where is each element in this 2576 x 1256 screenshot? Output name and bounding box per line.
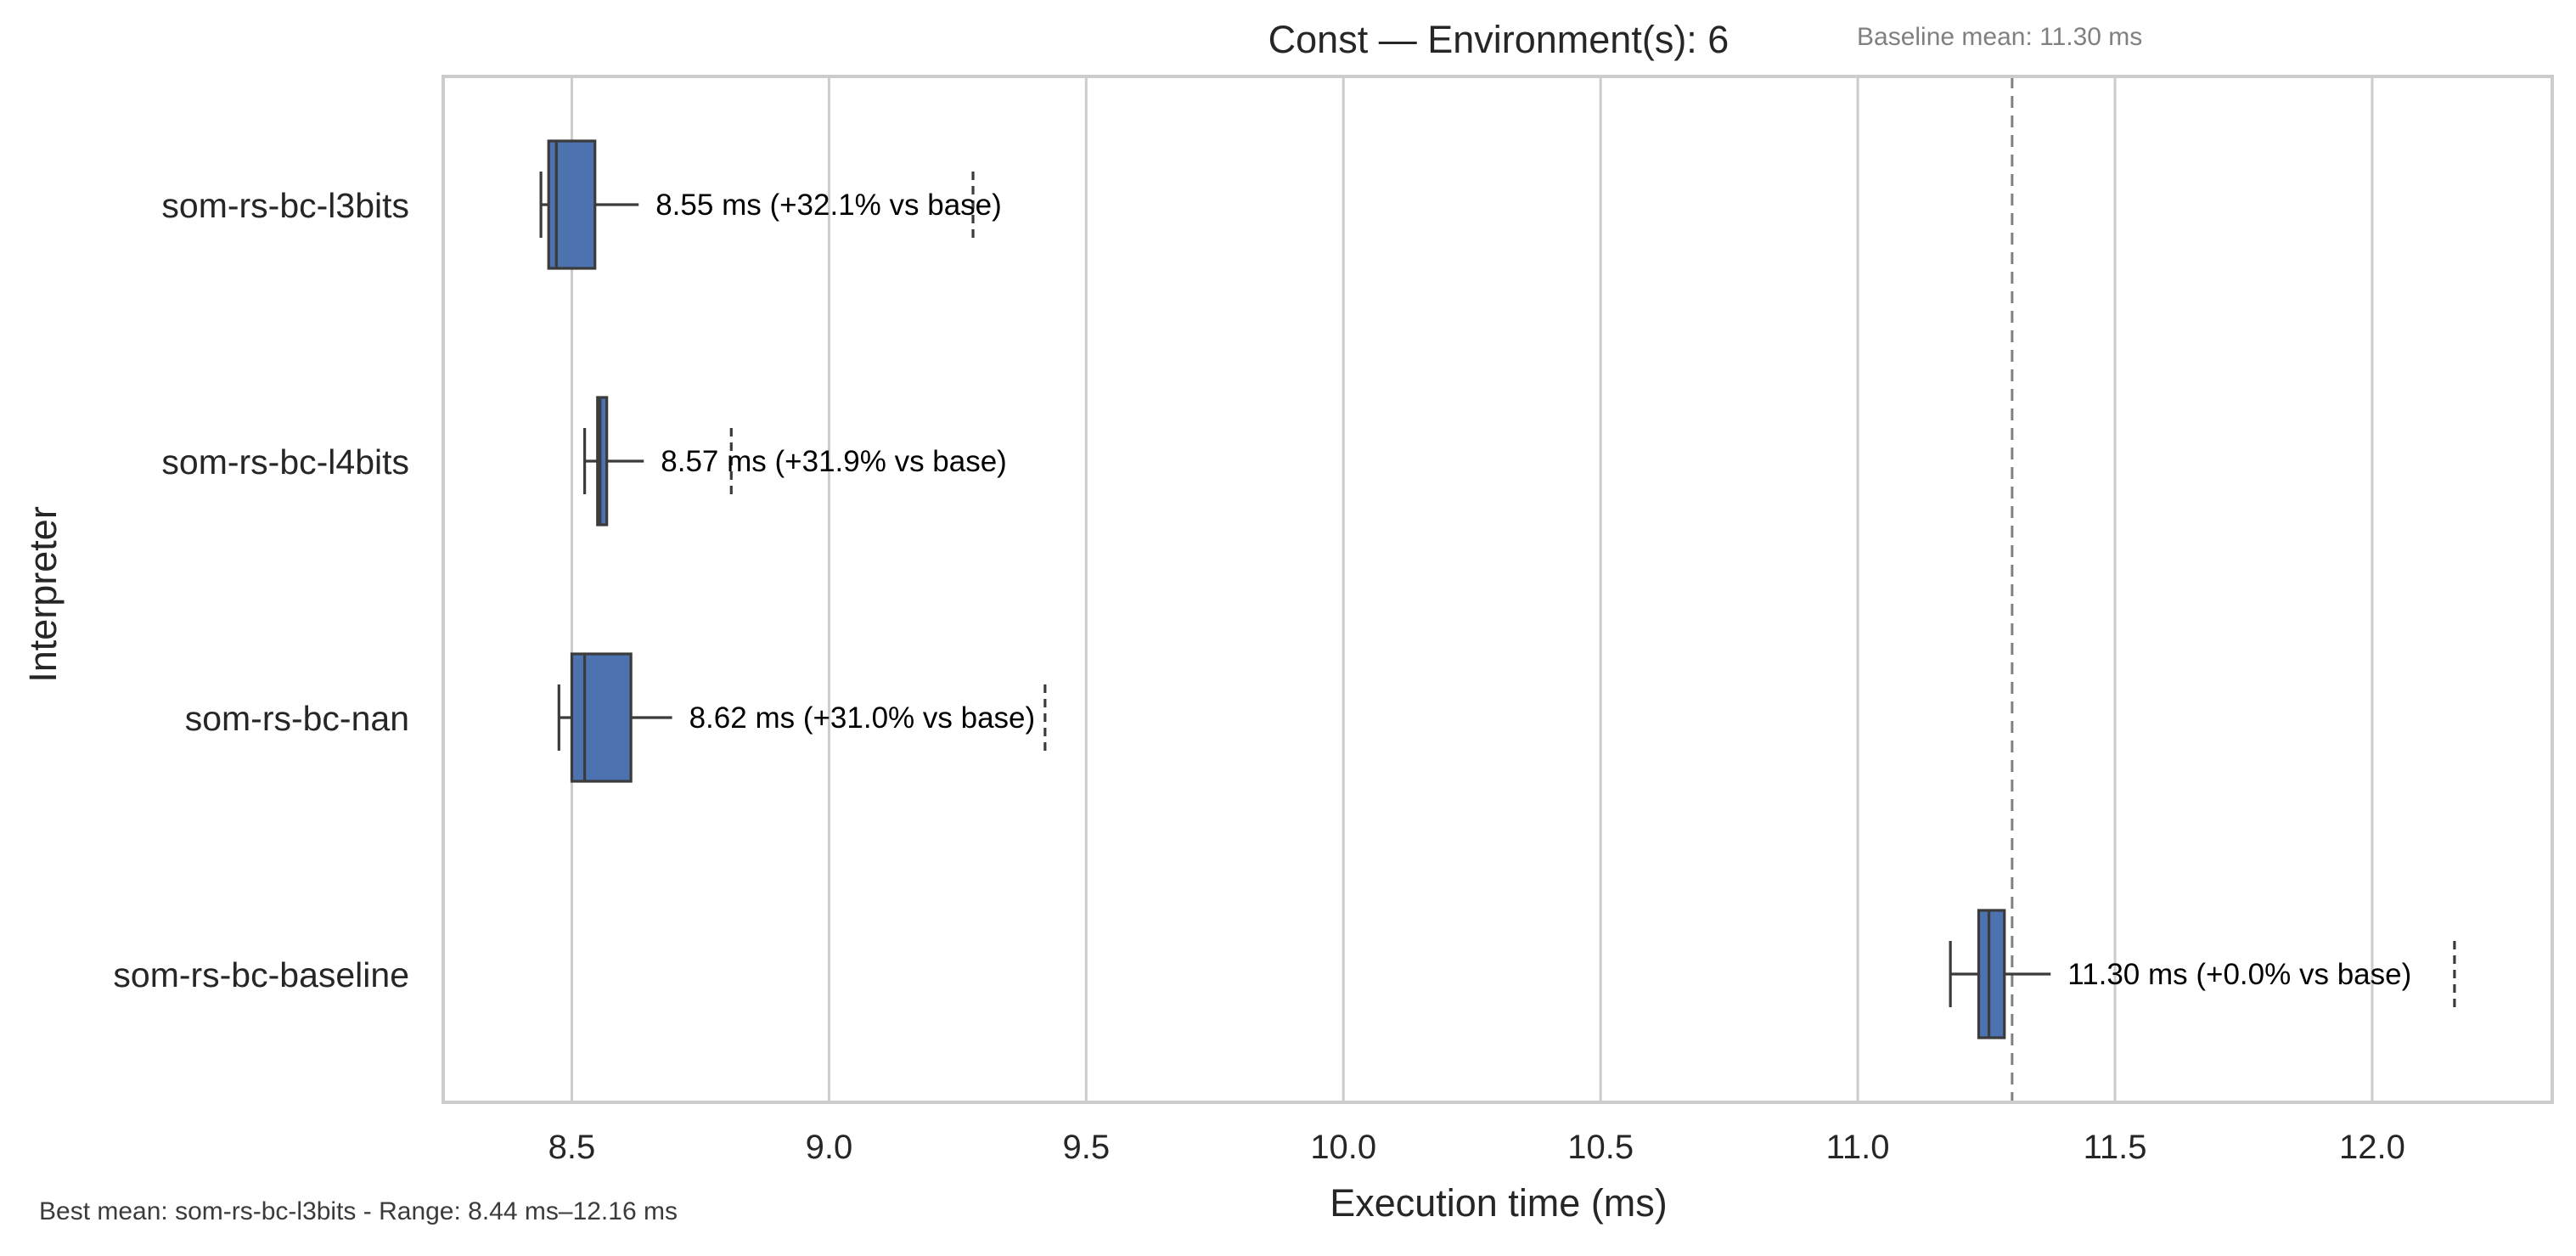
baseline-note: Baseline mean: 11.30 ms (1857, 23, 2142, 51)
y-tick-label: som-rs-bc-baseline (113, 955, 409, 994)
x-axis-label: Execution time (ms) (1330, 1181, 1668, 1225)
box-iqr (570, 652, 633, 783)
data-label: 8.57 ms (+31.9% vs base) (661, 445, 1007, 478)
box-som-rs-bc-l3bits (539, 139, 975, 270)
footer-note: Best mean: som-rs-bc-l3bits - Range: 8.4… (39, 1197, 678, 1225)
box-som-rs-bc-baseline (1949, 909, 2456, 1039)
box-som-rs-bc-l4bits (583, 396, 733, 527)
x-tick-label: 10.5 (1567, 1129, 1634, 1166)
y-axis-label: Interpreter (21, 506, 65, 683)
x-tick-label: 10.0 (1310, 1129, 1376, 1166)
x-tick-label: 9.0 (806, 1129, 853, 1166)
data-label: 8.55 ms (+32.1% vs base) (655, 189, 1002, 222)
chart-title: Const — Environment(s): 6 (1268, 18, 1730, 61)
y-tick-label: som-rs-bc-l4bits (161, 442, 409, 482)
x-tick-label: 11.0 (1826, 1129, 1890, 1166)
y-tick-label: som-rs-bc-nan (185, 699, 409, 738)
data-label: 11.30 ms (+0.0% vs base) (2067, 958, 2411, 991)
x-tick-label: 9.5 (1063, 1129, 1111, 1166)
y-tick-label: som-rs-bc-l3bits (161, 186, 409, 225)
x-tick-label: 8.5 (548, 1129, 596, 1166)
box-som-rs-bc-nan (557, 652, 1047, 783)
x-tick-label: 12.0 (2339, 1129, 2405, 1166)
box-iqr (596, 396, 609, 527)
plot-frame (442, 75, 2554, 1104)
data-label: 8.62 ms (+31.0% vs base) (689, 701, 1036, 735)
box-iqr (1977, 909, 2006, 1039)
x-tick-label: 11.5 (2084, 1129, 2147, 1166)
